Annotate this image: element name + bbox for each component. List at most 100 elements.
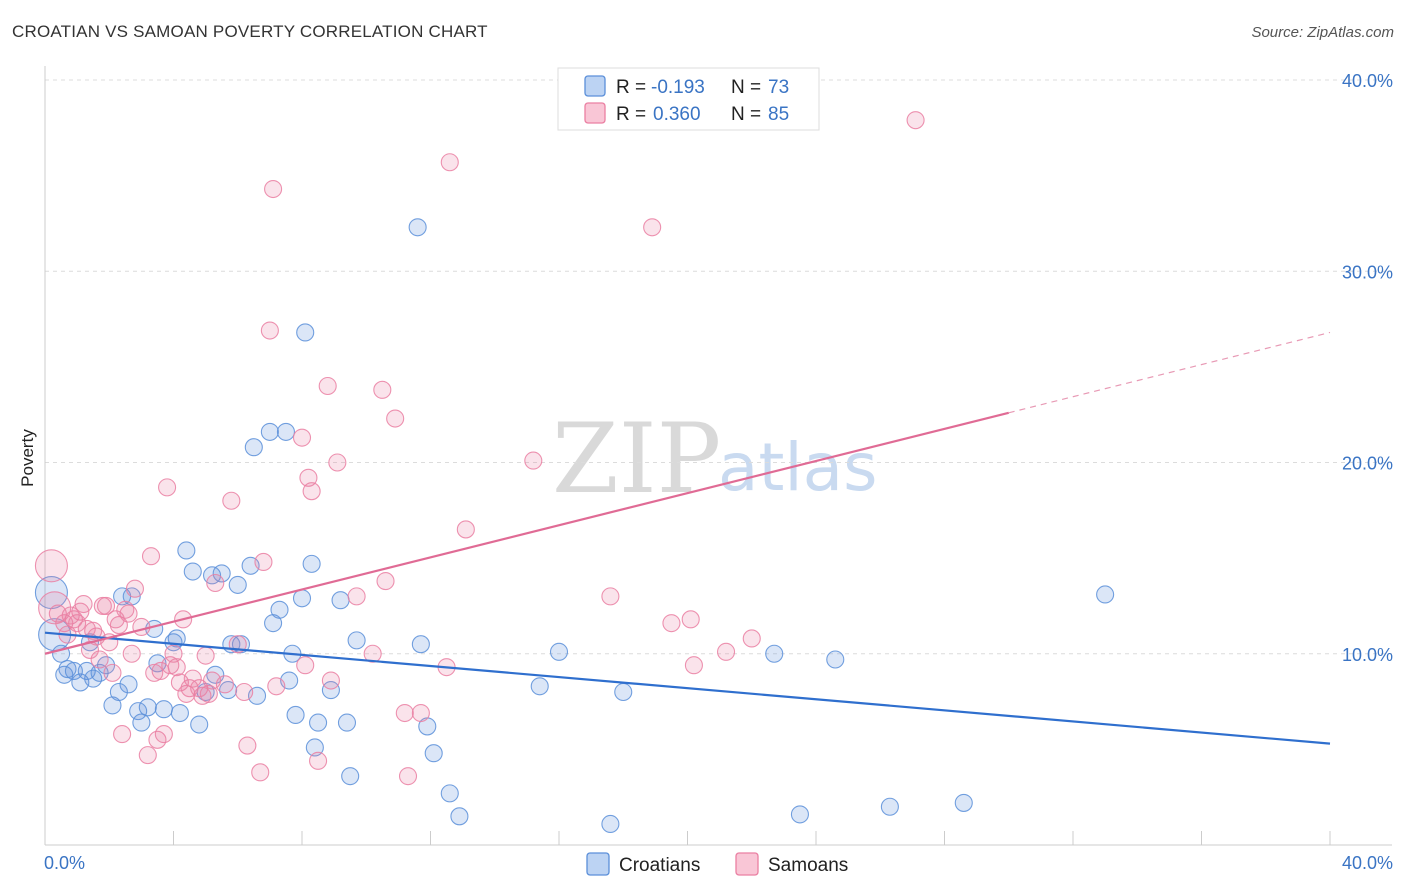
croatians-point <box>440 784 459 803</box>
y-tick-label: 10.0% <box>1342 645 1393 665</box>
croatians-point <box>132 713 151 732</box>
legend-swatch-samoans <box>584 102 606 124</box>
croatians-point <box>244 438 263 457</box>
samoans-point <box>74 594 93 614</box>
samoans-point <box>373 380 392 399</box>
samoans-point <box>524 451 543 470</box>
croatians-point <box>260 422 279 441</box>
legend-n-croatians: 73 <box>768 77 789 98</box>
croatians-point <box>601 814 620 834</box>
croatians-point <box>177 541 196 560</box>
samoans-point <box>395 703 414 723</box>
samoans-point <box>684 656 703 675</box>
croatians-point <box>549 642 569 661</box>
samoans-point <box>643 218 662 237</box>
samoans-point <box>260 321 279 340</box>
croatians-point <box>765 644 784 663</box>
croatians-point <box>138 698 157 717</box>
samoans-point <box>34 549 68 583</box>
legend-r-label-croatians: R = <box>616 77 646 98</box>
samoans-point <box>267 677 286 696</box>
y-tick-label: 20.0% <box>1342 454 1393 474</box>
samoans-point <box>251 763 270 782</box>
legend-r-samoans: 0.360 <box>653 104 701 125</box>
croatians-point <box>302 554 321 573</box>
samoans-point <box>84 621 103 640</box>
y-tick-label: 40.0% <box>1342 71 1393 91</box>
legend-swatch-croatians <box>584 75 606 97</box>
samoans-point <box>716 642 736 661</box>
croatians-point <box>296 323 315 342</box>
croatians-point <box>212 564 231 583</box>
samoans-trend-extension <box>1008 331 1331 414</box>
croatians-point <box>880 797 899 816</box>
samoans-point <box>68 614 87 633</box>
croatians-point <box>270 600 289 619</box>
legend-r-croatians: -0.193 <box>651 77 705 98</box>
y-axis-label: Poverty <box>18 429 37 487</box>
legend-r-label-samoans: R = <box>616 104 646 125</box>
croatians-point <box>55 665 74 684</box>
croatians-trend-line <box>44 631 1331 745</box>
legend: R = -0.193 N = 73 R = 0.360 N = 85 <box>557 67 820 131</box>
bottom-legend-swatch-samoans <box>735 852 759 876</box>
croatians-point <box>119 675 138 694</box>
samoans-point <box>347 587 366 606</box>
samoans-point <box>411 703 430 723</box>
samoans-point <box>318 376 337 396</box>
samoans-point <box>183 669 202 688</box>
croatians-point <box>286 705 305 725</box>
croatians-point <box>90 663 109 682</box>
data-points <box>34 111 1115 834</box>
samoans-point <box>309 751 328 770</box>
samoans-point <box>681 610 700 629</box>
samoans-point <box>196 646 215 665</box>
croatians-point <box>614 682 633 702</box>
samoans-point <box>456 520 475 539</box>
croatians-point <box>954 793 973 812</box>
bottom-legend-label-samoans: Samoans <box>768 855 848 876</box>
legend-n-label-samoans: N = <box>731 104 761 125</box>
samoans-point <box>254 552 273 572</box>
croatians-point <box>450 807 469 826</box>
samoans-point <box>141 547 161 566</box>
samoans-point <box>161 656 180 675</box>
samoans-point <box>302 482 321 501</box>
croatians-point <box>228 575 247 594</box>
watermark: ZIP atlas <box>552 403 878 515</box>
croatians-point <box>347 631 366 650</box>
samoans-point <box>299 468 318 487</box>
samoans-point <box>363 644 382 663</box>
samoans-point <box>206 573 225 593</box>
samoans-point <box>238 736 257 755</box>
croatians-point <box>341 767 360 786</box>
samoans-point <box>222 491 241 510</box>
bottom-legend-swatch-croatians <box>586 852 610 876</box>
chart-title: CROATIAN VS SAMOAN POVERTY CORRELATION C… <box>12 22 488 41</box>
croatians-point <box>331 591 350 610</box>
trend-lines <box>44 331 1331 745</box>
watermark-zip: ZIP <box>552 403 721 515</box>
samoans-point <box>138 746 157 765</box>
samoans-trend-line <box>44 411 1010 655</box>
croatians-point <box>154 700 173 719</box>
samoans-point <box>119 604 138 623</box>
croatians-point <box>276 422 295 441</box>
y-tick-label: 30.0% <box>1342 262 1393 282</box>
watermark-atlas: atlas <box>718 429 878 506</box>
samoans-point <box>96 596 116 615</box>
samoans-point <box>55 614 74 633</box>
legend-n-samoans: 85 <box>768 104 789 125</box>
croatians-point <box>64 661 83 681</box>
samoans-point <box>125 579 144 598</box>
croatians-point <box>219 681 238 700</box>
samoans-point <box>145 663 164 682</box>
samoans-point <box>321 671 340 690</box>
samoans-point <box>154 725 173 744</box>
samoans-point <box>601 587 620 606</box>
legend-n-label-croatians: N = <box>731 77 761 98</box>
croatians-point <box>183 562 202 581</box>
series-croatians <box>34 218 1115 834</box>
samoans-point <box>662 614 681 633</box>
samoans-point <box>235 682 254 702</box>
